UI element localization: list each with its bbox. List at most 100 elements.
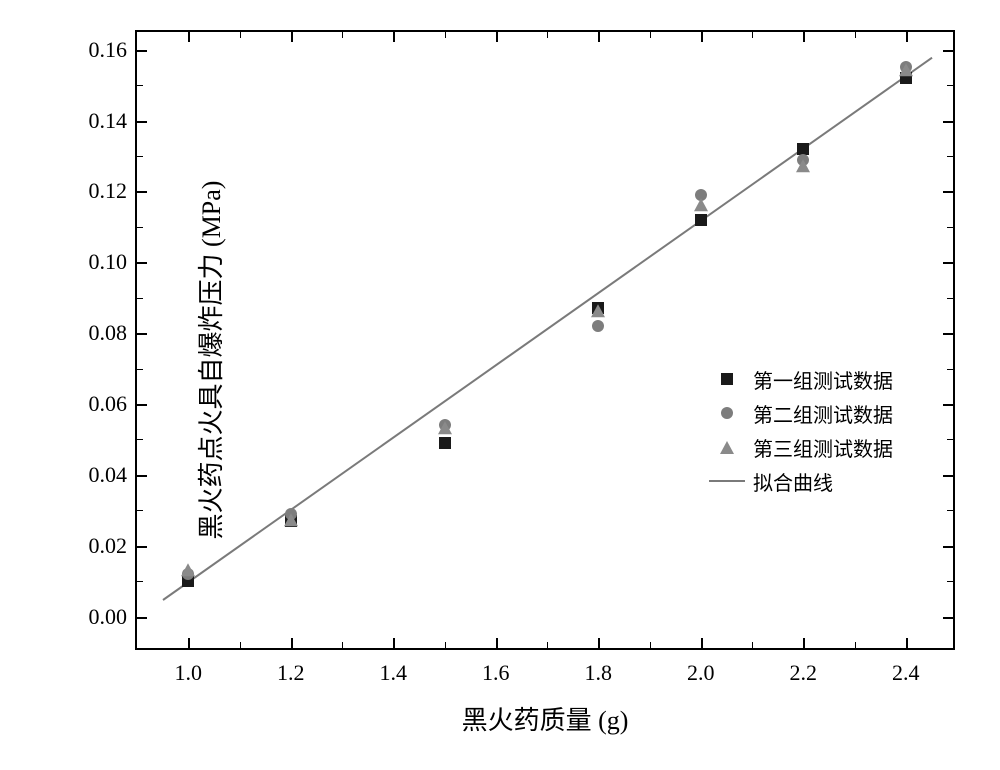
y-tick [137, 404, 147, 406]
data-point [181, 563, 195, 576]
legend-marker-square [721, 373, 733, 385]
y-tick-label: 0.10 [89, 249, 128, 275]
x-tick [701, 32, 703, 42]
y-tick-label: 0.04 [89, 462, 128, 488]
fit-line [162, 57, 932, 601]
x-tick [188, 638, 190, 648]
y-tick-label: 0.02 [89, 533, 128, 559]
y-tick-label: 0.12 [89, 178, 128, 204]
x-minor-tick [547, 642, 548, 648]
y-minor-tick [137, 581, 143, 582]
x-minor-tick [650, 32, 651, 38]
data-point [796, 159, 810, 172]
x-tick [803, 638, 805, 648]
y-minor-tick [947, 298, 953, 299]
y-minor-tick [137, 85, 143, 86]
y-minor-tick [137, 298, 143, 299]
legend-marker-circle [721, 407, 733, 419]
x-tick [906, 32, 908, 42]
data-point [694, 198, 708, 211]
y-tick [137, 121, 147, 123]
y-tick [137, 50, 147, 52]
x-tick-label: 2.2 [790, 660, 818, 686]
y-axis-label: 黑火药点火具自爆炸压力 (MPa) [191, 181, 228, 540]
y-minor-tick [947, 369, 953, 370]
y-tick [943, 262, 953, 264]
legend-marker-line [709, 480, 745, 482]
legend-marker [703, 480, 751, 482]
data-point [899, 63, 913, 76]
legend-item: 第二组测试数据 [703, 396, 893, 430]
x-tick [496, 32, 498, 42]
data-point [439, 437, 451, 449]
y-tick [943, 191, 953, 193]
x-tick-label: 2.4 [892, 660, 920, 686]
y-tick-label: 0.08 [89, 320, 128, 346]
y-tick [943, 121, 953, 123]
y-minor-tick [947, 227, 953, 228]
legend-marker-triangle [720, 441, 734, 454]
y-minor-tick [137, 510, 143, 511]
x-tick-label: 1.8 [585, 660, 613, 686]
y-minor-tick [947, 581, 953, 582]
y-minor-tick [137, 439, 143, 440]
y-minor-tick [137, 156, 143, 157]
y-tick-label: 0.06 [89, 391, 128, 417]
y-tick [137, 475, 147, 477]
y-minor-tick [947, 510, 953, 511]
y-tick-label: 0.14 [89, 108, 128, 134]
legend-label: 第二组测试数据 [753, 399, 893, 428]
x-tick-label: 2.0 [687, 660, 715, 686]
y-minor-tick [947, 439, 953, 440]
x-tick [291, 638, 293, 648]
y-tick [943, 617, 953, 619]
legend-label: 第三组测试数据 [753, 433, 893, 462]
y-tick [943, 475, 953, 477]
x-minor-tick [240, 32, 241, 38]
data-point [438, 421, 452, 434]
x-tick [906, 638, 908, 648]
y-tick [943, 404, 953, 406]
legend-label: 拟合曲线 [753, 467, 833, 496]
legend-marker [703, 441, 751, 454]
legend-item: 第三组测试数据 [703, 430, 893, 464]
y-tick-label: 0.16 [89, 37, 128, 63]
x-minor-tick [855, 32, 856, 38]
data-point [695, 214, 707, 226]
x-minor-tick [752, 32, 753, 38]
y-minor-tick [137, 369, 143, 370]
data-point [592, 320, 604, 332]
x-tick-label: 1.2 [277, 660, 305, 686]
y-tick [137, 546, 147, 548]
x-tick [598, 32, 600, 42]
y-tick [137, 262, 147, 264]
x-minor-tick [752, 642, 753, 648]
y-tick [137, 191, 147, 193]
x-minor-tick [342, 642, 343, 648]
y-tick [137, 617, 147, 619]
x-axis-label: 黑火药质量 (g) [462, 700, 629, 770]
x-tick-label: 1.0 [175, 660, 203, 686]
x-tick [291, 32, 293, 42]
legend: 第一组测试数据第二组测试数据第三组测试数据拟合曲线 [703, 362, 893, 498]
x-tick [496, 638, 498, 648]
x-tick [393, 32, 395, 42]
x-tick [393, 638, 395, 648]
legend-label: 第一组测试数据 [753, 365, 893, 394]
x-tick [701, 638, 703, 648]
x-tick [803, 32, 805, 42]
x-minor-tick [342, 32, 343, 38]
y-tick-label: 0.00 [89, 604, 128, 630]
y-minor-tick [137, 227, 143, 228]
x-minor-tick [855, 642, 856, 648]
legend-marker [703, 407, 751, 419]
y-tick [137, 333, 147, 335]
chart-container: 第一组测试数据第二组测试数据第三组测试数据拟合曲线 1.01.21.41.61.… [85, 20, 970, 700]
y-tick [943, 546, 953, 548]
y-tick [943, 50, 953, 52]
y-minor-tick [947, 85, 953, 86]
x-minor-tick [650, 642, 651, 648]
x-minor-tick [547, 32, 548, 38]
data-point [284, 513, 298, 526]
plot-area: 第一组测试数据第二组测试数据第三组测试数据拟合曲线 1.01.21.41.61.… [135, 30, 955, 650]
